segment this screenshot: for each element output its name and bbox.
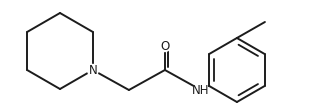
Text: NH: NH bbox=[192, 84, 210, 97]
Circle shape bbox=[195, 84, 206, 95]
Text: O: O bbox=[160, 39, 169, 53]
Circle shape bbox=[159, 40, 170, 52]
Circle shape bbox=[87, 64, 99, 75]
Text: N: N bbox=[88, 64, 97, 77]
